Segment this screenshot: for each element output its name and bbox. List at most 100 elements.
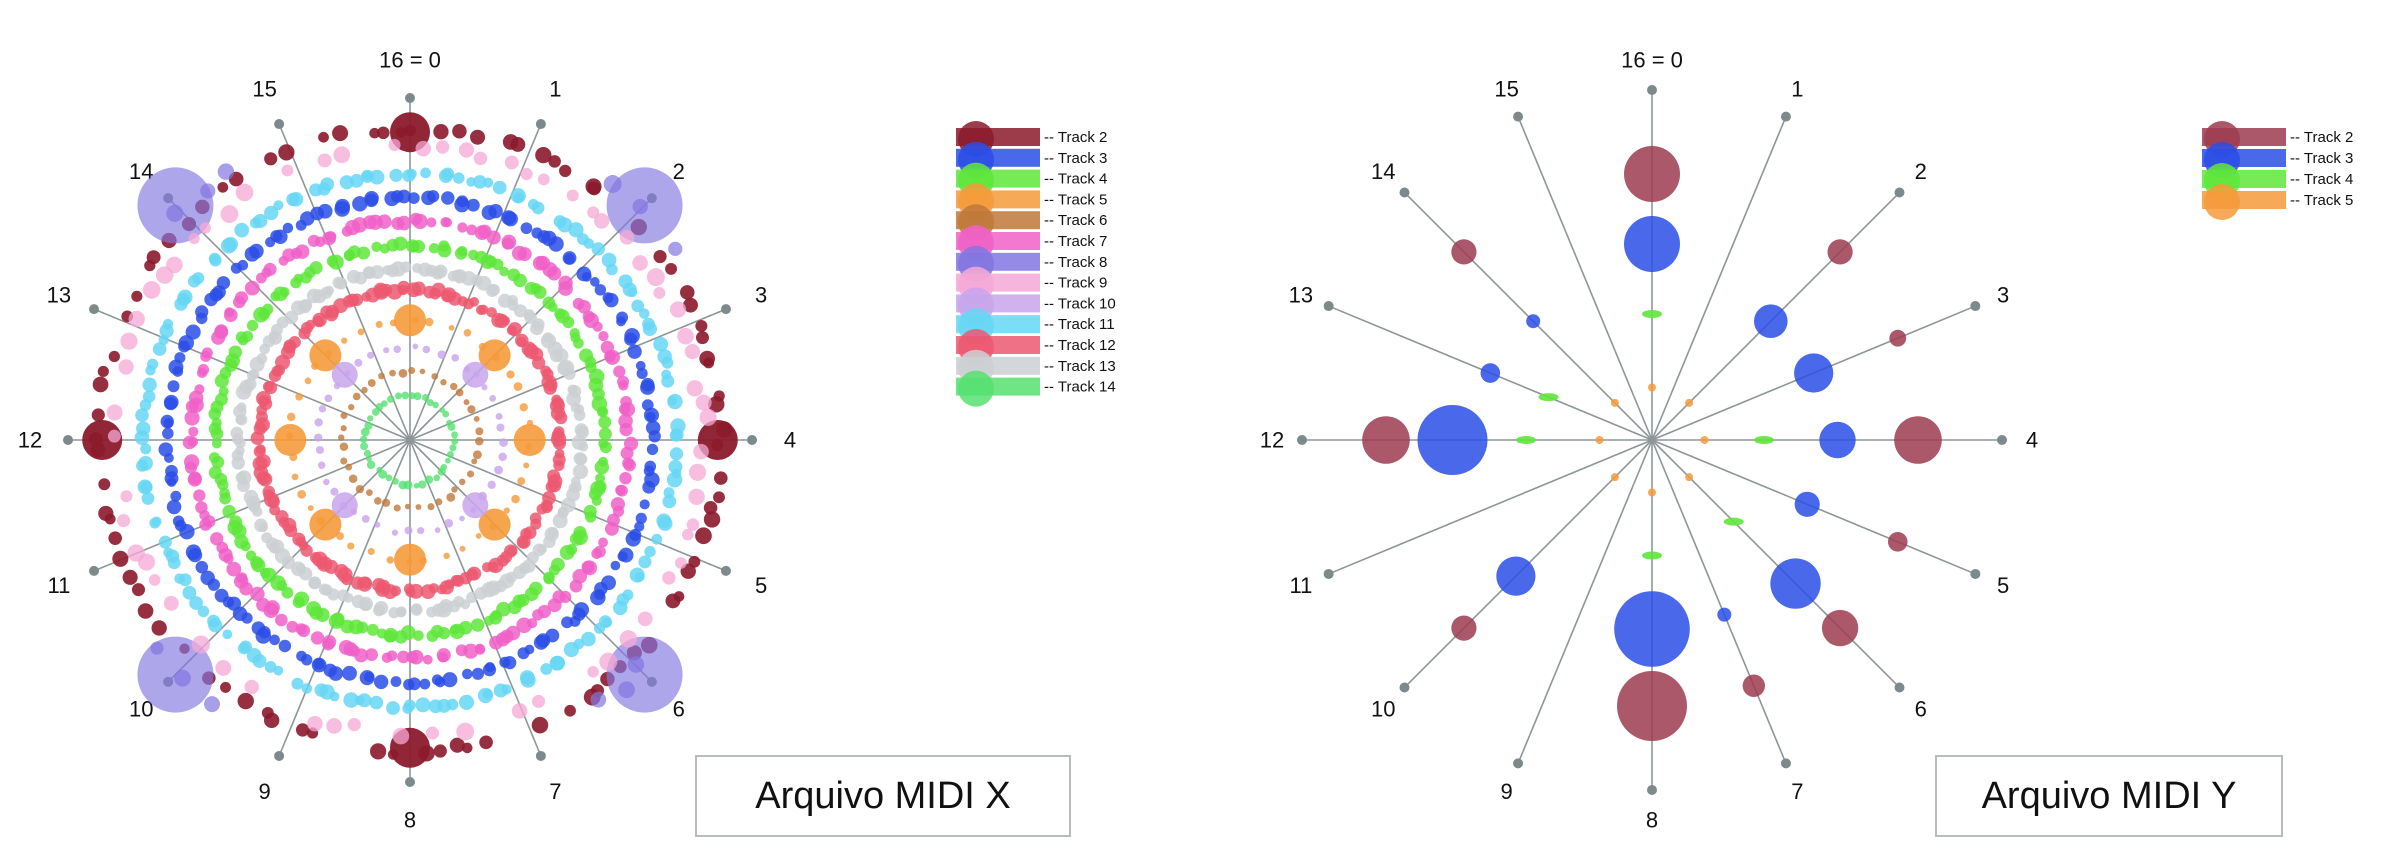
- data-point: [485, 284, 499, 297]
- data-point: [662, 494, 677, 509]
- spoke-end-dot: [535, 750, 546, 761]
- data-point: [364, 193, 379, 208]
- data-point: [314, 683, 328, 697]
- spoke-label: 13: [1289, 282, 1313, 307]
- data-point: [634, 572, 645, 582]
- data-point: [562, 251, 577, 265]
- spoke-end-dot: [1970, 301, 1981, 312]
- data-point: [449, 444, 457, 452]
- series-track-13: [230, 261, 589, 619]
- data-point: [708, 396, 725, 413]
- data-point: [599, 652, 618, 671]
- data-point: [562, 316, 575, 329]
- data-point-large: [331, 361, 358, 388]
- data-point: [436, 584, 447, 595]
- data-point: [503, 507, 510, 514]
- spoke-line: [1517, 439, 1653, 764]
- data-point: [636, 367, 648, 380]
- data-point: [183, 454, 200, 470]
- data-point: [136, 459, 149, 472]
- data-point: [492, 180, 507, 195]
- data-point: [357, 246, 371, 260]
- data-point: [365, 648, 378, 661]
- data-point: [367, 547, 375, 556]
- data-point: [638, 555, 652, 569]
- data-point: [618, 403, 631, 415]
- data-point: [490, 609, 502, 621]
- data-point: [519, 403, 528, 412]
- spoke-label: 12: [1260, 428, 1284, 453]
- data-point: [572, 463, 589, 480]
- data-point: [162, 318, 174, 330]
- data-point: [394, 392, 402, 400]
- data-point: [500, 315, 511, 326]
- data-point: [590, 277, 600, 287]
- data-point: [256, 390, 272, 406]
- data-point: [120, 332, 138, 350]
- data-point: [321, 584, 333, 596]
- data-point: [587, 666, 599, 678]
- data-point: [330, 487, 339, 496]
- data-point: [564, 704, 576, 717]
- data-point: [317, 203, 333, 219]
- data-point: [199, 222, 211, 234]
- data-point: [310, 631, 325, 645]
- data-point: [501, 237, 514, 250]
- data-point: [598, 330, 609, 342]
- legend-marker: [2204, 184, 2240, 220]
- legend-label: -- Track 4: [1044, 171, 1107, 188]
- data-point: [653, 336, 669, 352]
- data-point: [469, 296, 480, 307]
- data-point: [566, 189, 579, 202]
- data-point: [466, 177, 476, 187]
- data-point: [343, 692, 359, 708]
- data-point: [426, 399, 434, 407]
- data-point: [713, 491, 725, 504]
- data-point: [686, 518, 700, 531]
- data-point-large: [82, 420, 123, 460]
- data-point: [191, 272, 205, 285]
- data-point: [503, 211, 518, 227]
- data-point: [495, 412, 503, 420]
- data-point: [282, 222, 294, 234]
- data-point: [496, 423, 505, 432]
- data-point: [428, 699, 443, 714]
- data-point: [681, 528, 694, 541]
- data-point: [545, 480, 558, 493]
- spoke-end-dot: [747, 435, 757, 445]
- data-point: [459, 694, 475, 710]
- data-point: [425, 726, 439, 740]
- data-point: [253, 213, 268, 228]
- data-point: [475, 532, 482, 539]
- data-point: [695, 319, 708, 332]
- data-point: [433, 264, 448, 279]
- data-point: [598, 427, 612, 441]
- data-point: [451, 486, 458, 493]
- data-point: [230, 426, 244, 440]
- data-point: [662, 571, 676, 585]
- data-point: [195, 560, 209, 574]
- data-point: [481, 384, 488, 391]
- data-point: [412, 213, 428, 230]
- data-point: [223, 236, 238, 252]
- data-point: [174, 352, 186, 364]
- data-point: [591, 495, 602, 506]
- data-point: [307, 505, 314, 512]
- data-point: [381, 498, 391, 507]
- data-point: [714, 471, 728, 485]
- data-point: [513, 192, 525, 204]
- series-track-4: [1516, 310, 1774, 560]
- data-point: [453, 172, 465, 184]
- data-point: [246, 648, 262, 663]
- data-point: [288, 336, 301, 349]
- data-point: [449, 737, 465, 753]
- data-point-large: [309, 339, 342, 372]
- data-point: [220, 205, 239, 224]
- data-point: [517, 477, 526, 486]
- data-point: [403, 583, 415, 595]
- data-point: [220, 681, 231, 693]
- data-point: [1595, 436, 1604, 444]
- data-point: [532, 694, 546, 708]
- data-point: [427, 503, 435, 511]
- data-point: [431, 373, 439, 380]
